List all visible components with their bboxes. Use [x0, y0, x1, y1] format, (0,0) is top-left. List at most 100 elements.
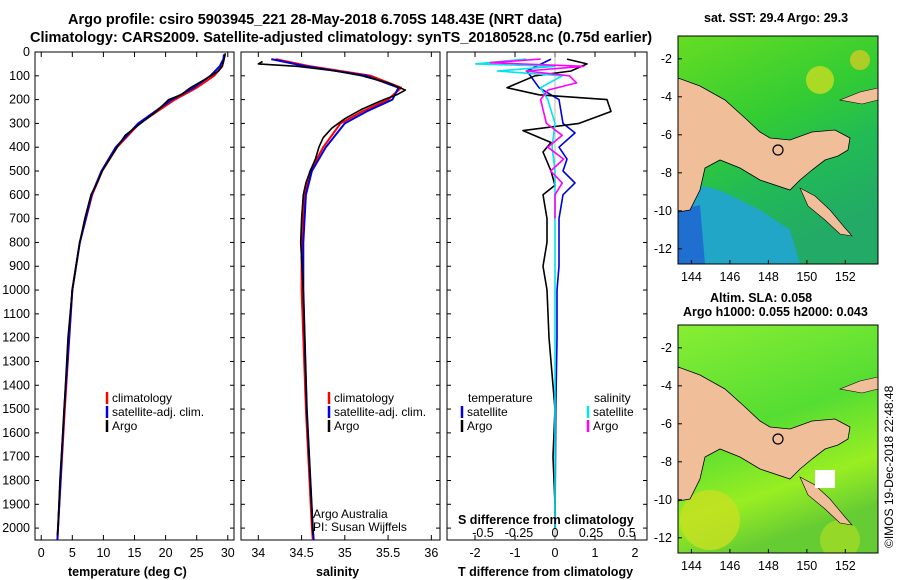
profile-series — [56, 52, 612, 540]
sst-map-title: sat. SST: 29.4 Argo: 29.3 — [704, 11, 848, 25]
legend-s-title: salinity — [594, 391, 631, 405]
depth-tick-200: 200 — [9, 93, 30, 107]
difference-s-ticks: -0.5 -0.25 0 0.25 0.5 — [472, 526, 636, 540]
temperature-x-ticks: 0 5 10 15 20 25 30 — [38, 546, 235, 560]
depth-tick-1300: 1300 — [2, 354, 30, 368]
depth-axis: 0 100 200 300 400 500 600 700 800 900 1000 1100 1200… — [2, 45, 30, 535]
map-ytick-label: -12 — [654, 242, 672, 256]
map-ytick-label: -4 — [661, 379, 672, 393]
depth-tick-1200: 1200 — [2, 331, 30, 345]
depth-tick-300: 300 — [9, 116, 30, 130]
sst-land-new-britain — [838, 87, 878, 105]
temperature-series-satellite-adj-clim- — [56, 54, 225, 540]
temperature-legend: climatology satellite-adj. clim. Argo — [105, 391, 204, 433]
map-xtick-label: 144 — [681, 270, 702, 284]
temperature-xtick-label: 5 — [69, 546, 76, 560]
difference-series-t-argo — [506, 58, 612, 529]
depth-tick-1900: 1900 — [2, 497, 30, 511]
legend-s-satellite: satellite — [593, 405, 634, 419]
map-ytick-label: -2 — [661, 52, 672, 66]
difference-stick-label: -0.5 — [472, 526, 494, 540]
s-difference-label: S difference from climatology — [458, 513, 634, 527]
map-ytick-label: -4 — [661, 90, 672, 104]
imos-credit: ©IMOS 19-Dec-2018 22:48:48 — [882, 385, 896, 548]
map-xtick-label: 144 — [681, 559, 702, 573]
sst-map-frame — [677, 35, 879, 265]
difference-series-s-satellite — [474, 58, 564, 529]
difference-x-label: T difference from climatology — [458, 565, 633, 579]
difference-stick-label: 0 — [552, 526, 559, 540]
salinity-series-climatology — [275, 58, 403, 540]
map-ytick-label: -6 — [661, 128, 672, 142]
legend-climatology: climatology — [112, 391, 172, 405]
map-xtick-label: 152 — [835, 270, 856, 284]
sst-warm-patch — [806, 66, 834, 94]
difference-xtick-label: 0 — [552, 546, 559, 560]
temperature-series-climatology — [56, 58, 225, 540]
temperature-series-argo — [56, 53, 227, 536]
sla-land-peninsula — [799, 476, 853, 526]
depth-tick-400: 400 — [9, 140, 30, 154]
sla-land-new-guinea — [678, 366, 851, 502]
map-ytick-label: -10 — [654, 204, 672, 218]
sla-argo-marker — [772, 433, 784, 445]
difference-stick-label: 0.25 — [579, 526, 603, 540]
depth-tick-900: 900 — [9, 259, 30, 273]
sst-map-image — [678, 36, 878, 264]
salinity-xtick-label: 34 — [251, 546, 265, 560]
sst-land-new-guinea — [678, 77, 851, 213]
temperature-xtick-label: 15 — [128, 546, 142, 560]
legend-t-argo: Argo — [467, 419, 493, 433]
sla-map-image — [678, 325, 878, 553]
legend-t-satellite: satellite — [467, 405, 508, 419]
salinity-xtick-label: 35 — [338, 546, 352, 560]
difference-xtick-label: -1 — [509, 546, 520, 560]
depth-tick-500: 500 — [9, 164, 30, 178]
legend-satellite: satellite-adj. clim. — [334, 405, 426, 419]
depth-tick-100: 100 — [9, 69, 30, 83]
sla-map-title-1: Altim. SLA: 0.058 — [710, 291, 812, 305]
map-ytick-label: -12 — [654, 531, 672, 545]
map-ytick-label: -2 — [661, 341, 672, 355]
salinity-legend: climatology satellite-adj. clim. Argo — [327, 391, 426, 433]
salinity-x-ticks: 34 34.5 35 35.5 36 — [251, 546, 438, 560]
credit-pi: PI: Susan Wijffels — [313, 520, 407, 534]
sla-no-data — [815, 470, 835, 488]
salinity-panel-frame — [240, 51, 441, 541]
difference-stick-label: -0.25 — [505, 526, 534, 540]
difference-xtick-label: 2 — [632, 546, 639, 560]
depth-tick-1700: 1700 — [2, 450, 30, 464]
map-ytick-label: -8 — [661, 455, 672, 469]
sst-argo-marker — [772, 144, 784, 156]
sla-high-patch — [820, 520, 860, 553]
depth-tick-600: 600 — [9, 188, 30, 202]
axis-ticks — [35, 51, 647, 540]
temperature-panel-frame — [34, 51, 235, 541]
sst-land-peninsula — [799, 187, 853, 237]
legend-satellite: satellite-adj. clim. — [112, 405, 204, 419]
sst-map-ticks: 144 146 148 150 152 -2 -4 -6 -8 -10 -12 — [654, 52, 856, 284]
map-xtick-label: 148 — [758, 559, 779, 573]
depth-tick-1000: 1000 — [2, 283, 30, 297]
difference-series-s-argo — [489, 58, 585, 219]
depth-tick-1500: 1500 — [2, 402, 30, 416]
temperature-xtick-label: 0 — [38, 546, 45, 560]
map-xtick-label: 150 — [796, 270, 817, 284]
title-line-1: Argo profile: csiro 5903945_221 28-May-2… — [68, 12, 562, 28]
title-line-2: Climatology: CARS2009. Satellite-adjuste… — [30, 30, 652, 46]
legend-climatology: climatology — [334, 391, 394, 405]
difference-legend: temperature satellite Argo salinity sate… — [460, 391, 634, 433]
temperature-xtick-label: 30 — [221, 546, 235, 560]
map-xtick-label: 146 — [719, 559, 740, 573]
depth-tick-1600: 1600 — [2, 426, 30, 440]
depth-tick-0: 0 — [23, 45, 30, 59]
salinity-x-label: salinity — [316, 565, 359, 579]
temperature-xtick-label: 20 — [159, 546, 173, 560]
depth-tick-1100: 1100 — [3, 307, 30, 321]
depth-tick-800: 800 — [9, 235, 30, 249]
sla-land-new-britain — [838, 376, 878, 394]
map-ytick-label: -10 — [654, 493, 672, 507]
legend-s-argo: Argo — [593, 419, 619, 433]
legend-argo: Argo — [334, 419, 360, 433]
salinity-series-argo — [257, 60, 407, 536]
